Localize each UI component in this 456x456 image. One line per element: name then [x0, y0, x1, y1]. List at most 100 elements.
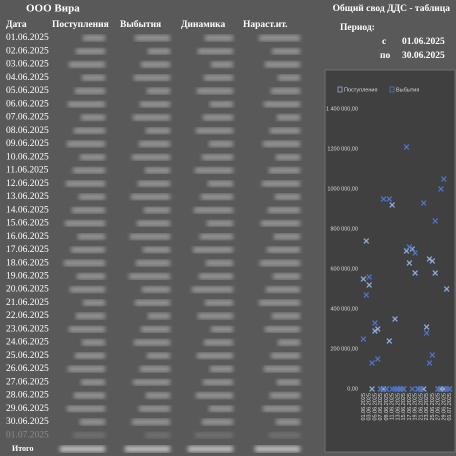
blurred-value	[272, 313, 300, 320]
blurred-value	[145, 432, 170, 439]
blurred-value	[147, 352, 170, 359]
data-point	[429, 258, 436, 264]
blurred-value	[137, 220, 170, 227]
x-tick-label: 01.06.2025	[361, 393, 367, 421]
blurred-value	[130, 233, 170, 240]
blurred-value	[142, 286, 170, 293]
data-point	[417, 386, 424, 392]
data-point	[443, 286, 450, 292]
date-cell: 13.06.2025	[6, 192, 49, 202]
y-tick-label: 1000 000,00	[327, 186, 358, 192]
blurred-value	[209, 405, 233, 412]
date-cell: 26.06.2025	[6, 364, 49, 374]
blurred-value	[129, 273, 170, 280]
data-point	[435, 386, 441, 392]
data-point	[380, 196, 387, 202]
y-tick-label: 1 400 000,00	[326, 106, 358, 112]
blurred-value	[197, 352, 233, 359]
data-point	[386, 338, 393, 344]
blurred-value	[276, 418, 300, 425]
data-point	[423, 324, 430, 330]
date-cell: 29.06.2025	[6, 404, 49, 414]
blurred-value	[259, 299, 300, 306]
blurred-value	[278, 74, 300, 81]
blurred-value	[64, 260, 105, 267]
blurred-value	[275, 193, 300, 200]
data-point	[432, 218, 439, 224]
blurred-value	[78, 233, 105, 240]
date-cell: 18.06.2025	[6, 258, 49, 268]
blurred-value	[269, 167, 300, 174]
data-point	[432, 270, 439, 276]
blurred-value	[265, 61, 300, 68]
x-tick-label: 11.06.2025	[390, 393, 396, 420]
blurred-value	[141, 61, 170, 68]
data-point	[363, 238, 370, 244]
column-header: Выбытия	[120, 19, 161, 30]
to-date: 30.06.2025	[402, 51, 445, 61]
blurred-value	[202, 154, 233, 161]
x-tick-label: 09.06.2025	[384, 393, 390, 421]
blurred-value	[195, 432, 233, 439]
data-point	[374, 326, 381, 332]
blurred-value	[66, 180, 105, 187]
data-point	[400, 386, 407, 392]
blurred-value	[209, 140, 233, 147]
blurred-value	[68, 101, 105, 108]
column-header: Поступления	[52, 20, 109, 30]
blurred-value	[82, 74, 105, 81]
blurred-value	[138, 180, 170, 187]
blurred-value	[259, 35, 300, 41]
blurred-value	[271, 352, 300, 359]
date-cell: 19.06.2025	[6, 272, 49, 282]
data-point	[369, 360, 375, 366]
blurred-value	[133, 379, 170, 386]
data-point	[409, 386, 416, 392]
x-tick-label: 13.06.2025	[395, 393, 401, 421]
blurred-value	[140, 366, 170, 372]
blurred-value	[205, 35, 233, 41]
to-label: по	[380, 51, 390, 61]
blurred-value	[69, 61, 105, 68]
blurred-value	[139, 405, 170, 412]
blurred-value	[67, 140, 105, 147]
blurred-value	[265, 326, 300, 333]
x-tick-label: 05.06.2025	[372, 393, 378, 421]
legend-swatch	[337, 86, 343, 93]
blurred-value	[205, 299, 233, 306]
blurred-value	[204, 339, 233, 346]
date-cell: 07.06.2025	[6, 113, 49, 123]
blurred-value	[196, 392, 233, 399]
blurred-value	[277, 114, 300, 121]
x-tick-label: 21.06.2025	[418, 393, 424, 421]
blurred-value	[75, 87, 105, 94]
blurred-value	[194, 207, 233, 214]
blurred-value	[141, 326, 170, 333]
blurred-value	[81, 379, 105, 386]
blurred-value	[260, 260, 300, 267]
blurred-value	[80, 154, 105, 161]
blurred-value	[74, 127, 105, 134]
blurred-value	[65, 220, 105, 227]
blurred-value	[274, 233, 300, 240]
date-cell: 05.06.2025	[6, 86, 49, 96]
data-point	[392, 316, 398, 322]
data-point	[389, 202, 396, 208]
blurred-value	[273, 273, 300, 280]
company: ООО Вира	[26, 3, 80, 15]
date-cell: 28.06.2025	[6, 391, 49, 401]
date-cell: 30.06.2025	[6, 417, 49, 427]
date-cell: 09.06.2025	[6, 139, 49, 149]
y-tick-label: 1200 000,00	[327, 146, 358, 152]
blurred-value	[140, 101, 170, 108]
legend-label: Поступления	[344, 87, 377, 93]
blurred-value	[133, 114, 170, 121]
data-point	[412, 250, 418, 256]
date-cell: 15.06.2025	[6, 219, 49, 229]
x-tick-label: 23.06.2025	[424, 393, 430, 421]
blurred-value	[132, 154, 170, 161]
blurred-value	[201, 193, 233, 200]
y-tick-label: 600 000,00	[330, 266, 358, 272]
blurred-total	[60, 446, 105, 452]
